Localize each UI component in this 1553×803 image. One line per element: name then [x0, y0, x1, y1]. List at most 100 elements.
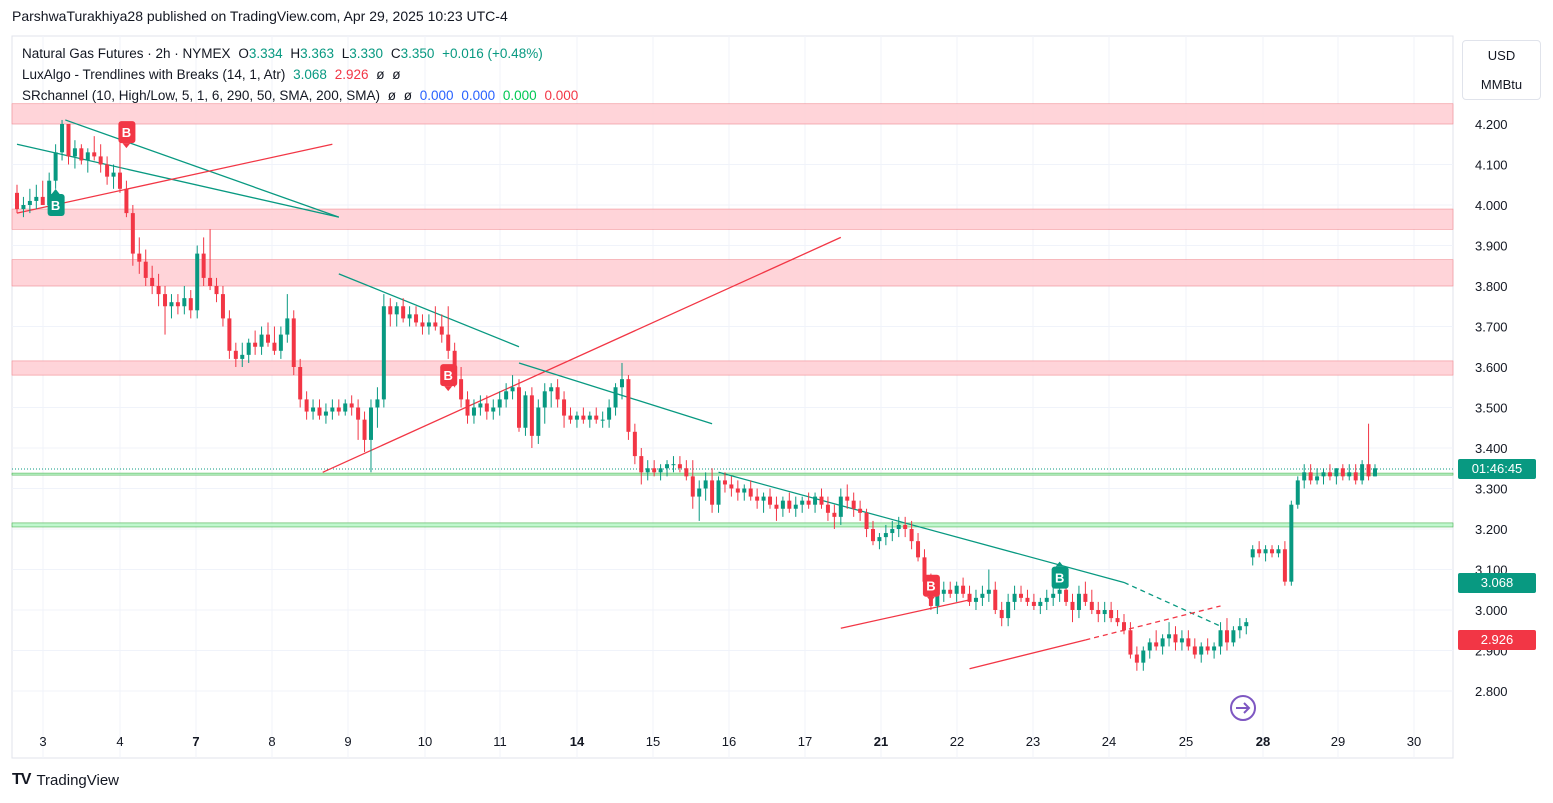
- time-tick-label: 22: [950, 734, 964, 749]
- candle-body: [1224, 630, 1229, 643]
- candle: [21, 196, 26, 218]
- candle: [214, 277, 219, 303]
- candle: [253, 330, 258, 355]
- price-tick-label: 3.900: [1475, 239, 1508, 254]
- candle-body: [1057, 589, 1062, 594]
- candle-body: [1327, 472, 1332, 477]
- candle: [1044, 589, 1049, 610]
- candle: [1205, 638, 1210, 655]
- tradingview-footer[interactable]: TV TradingView: [12, 771, 119, 789]
- candle: [356, 399, 361, 440]
- candle: [1173, 626, 1178, 651]
- candle-body: [182, 298, 187, 307]
- candle-body: [787, 500, 792, 509]
- candle: [909, 520, 914, 550]
- candle: [864, 508, 869, 538]
- candle-body: [1302, 472, 1307, 481]
- candle: [208, 229, 213, 291]
- candle: [626, 375, 631, 440]
- candle-body: [793, 504, 798, 509]
- candle: [27, 188, 32, 214]
- candle: [600, 411, 605, 428]
- legend-row-srchannel[interactable]: SRchannel (10, High/Low, 5, 1, 6, 290, 5…: [22, 88, 582, 103]
- candle-body: [130, 213, 135, 254]
- marker-bg: [922, 574, 940, 597]
- candle: [1315, 468, 1320, 485]
- candle: [787, 492, 792, 513]
- candle: [259, 326, 264, 355]
- candle-body: [1199, 646, 1204, 655]
- resistance-trendline: [16, 143, 339, 218]
- candle-body: [1244, 622, 1249, 627]
- candle: [1019, 585, 1024, 602]
- time-axis[interactable]: 3 4 7 8 9 10 11 14 15 16 17 21 22 23 24 25 28 29 30: [39, 734, 1421, 749]
- candle-body: [1019, 593, 1024, 598]
- candle-body: [948, 589, 953, 594]
- candle: [761, 492, 766, 513]
- candle: [800, 496, 805, 513]
- candle-body: [941, 589, 946, 594]
- candle: [336, 399, 341, 416]
- candle-body: [568, 415, 573, 420]
- currency-unit-selector[interactable]: USD MMBtu: [1462, 40, 1541, 100]
- high-value: 3.363: [300, 46, 334, 61]
- price-tick-label: 3.500: [1475, 401, 1508, 416]
- candle: [182, 286, 187, 315]
- candle-body: [587, 415, 592, 420]
- indicator-value-2: ø: [403, 88, 412, 103]
- candle: [613, 383, 618, 416]
- candle-body: [735, 488, 740, 493]
- candle: [53, 144, 58, 189]
- candle-body: [330, 407, 335, 412]
- candle-body: [1025, 597, 1030, 602]
- candle: [362, 411, 367, 453]
- price-tick-label: 3.400: [1475, 441, 1508, 456]
- candle: [619, 362, 624, 400]
- candle: [1102, 601, 1107, 623]
- candle-body: [1076, 593, 1081, 610]
- candle: [98, 144, 103, 173]
- candle: [272, 326, 277, 355]
- candle-body: [877, 537, 882, 542]
- candle-body: [446, 334, 451, 351]
- legend-row-luxalgo[interactable]: LuxAlgo - Trendlines with Breaks (14, 1,…: [22, 67, 405, 82]
- candle-body: [98, 156, 103, 165]
- indicator-value-4: ø: [392, 67, 401, 82]
- candle-body: [529, 395, 534, 436]
- candle: [85, 148, 90, 173]
- candle: [587, 411, 592, 428]
- candle-body: [1366, 464, 1371, 477]
- indicator-value-3: ø: [376, 67, 385, 82]
- candle: [1199, 642, 1204, 663]
- candle-body: [1115, 618, 1120, 623]
- candle: [735, 480, 740, 501]
- candle-body: [317, 407, 322, 416]
- candle: [1257, 541, 1262, 558]
- candle-body: [613, 387, 618, 408]
- candle: [1373, 464, 1377, 477]
- candle-body: [169, 302, 174, 307]
- candle: [568, 407, 573, 424]
- candle: [986, 569, 991, 602]
- candle: [111, 164, 116, 189]
- resistance-trendline: [65, 119, 340, 218]
- candle-body: [272, 342, 277, 351]
- candle-body: [471, 407, 476, 416]
- candle-body: [729, 484, 734, 489]
- candle-body: [813, 496, 818, 505]
- symbol-name[interactable]: Natural Gas Futures · 2h · NYMEX: [22, 46, 231, 61]
- candle: [722, 472, 727, 493]
- candle-body: [574, 415, 579, 420]
- candle: [1237, 618, 1242, 639]
- candle: [510, 375, 515, 400]
- candle-body: [401, 306, 406, 319]
- candle: [175, 294, 180, 315]
- candle: [459, 367, 464, 408]
- candle-body: [47, 180, 52, 205]
- candle: [1282, 541, 1287, 586]
- chart-frame: [11, 35, 1454, 759]
- price-axis[interactable]: 4.200 4.100 4.000 3.900 3.800 3.700 3.600 3.500…: [1475, 117, 1508, 699]
- candle-body: [433, 322, 438, 327]
- candle-body: [21, 205, 26, 210]
